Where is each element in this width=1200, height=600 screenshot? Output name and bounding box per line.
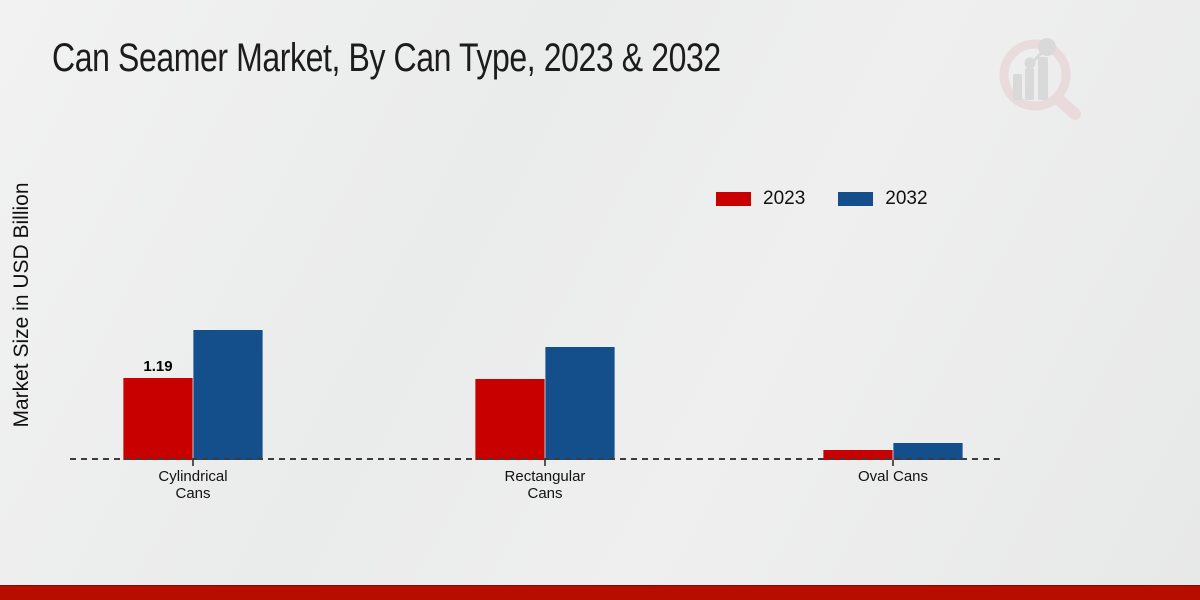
axis-tick xyxy=(892,460,894,466)
axis-tick xyxy=(544,460,546,466)
legend-item-2023: 2023 xyxy=(716,188,805,210)
magnifier-chart-logo-icon xyxy=(999,38,1081,120)
bar-value-label: 1.19 xyxy=(143,358,173,375)
bar-2023-rectangular-cans xyxy=(475,379,545,460)
bar-2032-cylindrical-cans xyxy=(193,330,263,460)
legend-label-2032: 2032 xyxy=(885,188,928,209)
legend-label-2023: 2023 xyxy=(763,188,806,209)
legend-swatch-2032-icon xyxy=(838,192,874,206)
axis-tick xyxy=(192,460,194,466)
bar-2032-rectangular-cans xyxy=(545,347,615,460)
legend-swatch-2023-icon xyxy=(716,192,751,206)
bar-2023-oval-cans xyxy=(823,450,893,460)
category-label-cylindrical-cans: Cylindrical Cans xyxy=(158,468,228,502)
footer-accent-bar xyxy=(0,585,1200,600)
category-label-rectangular-cans: Rectangular Cans xyxy=(504,468,586,502)
bar-2023-cylindrical-cans xyxy=(123,378,193,460)
category-label-oval-cans: Oval Cans xyxy=(857,468,929,485)
legend: 2023 2032 xyxy=(716,188,928,210)
zero-baseline xyxy=(70,458,1003,460)
bar-2032-oval-cans xyxy=(893,443,963,460)
legend-item-2032: 2032 xyxy=(838,188,928,210)
chart-title: Can Seamer Market, By Can Type, 2023 & 2… xyxy=(52,36,721,80)
